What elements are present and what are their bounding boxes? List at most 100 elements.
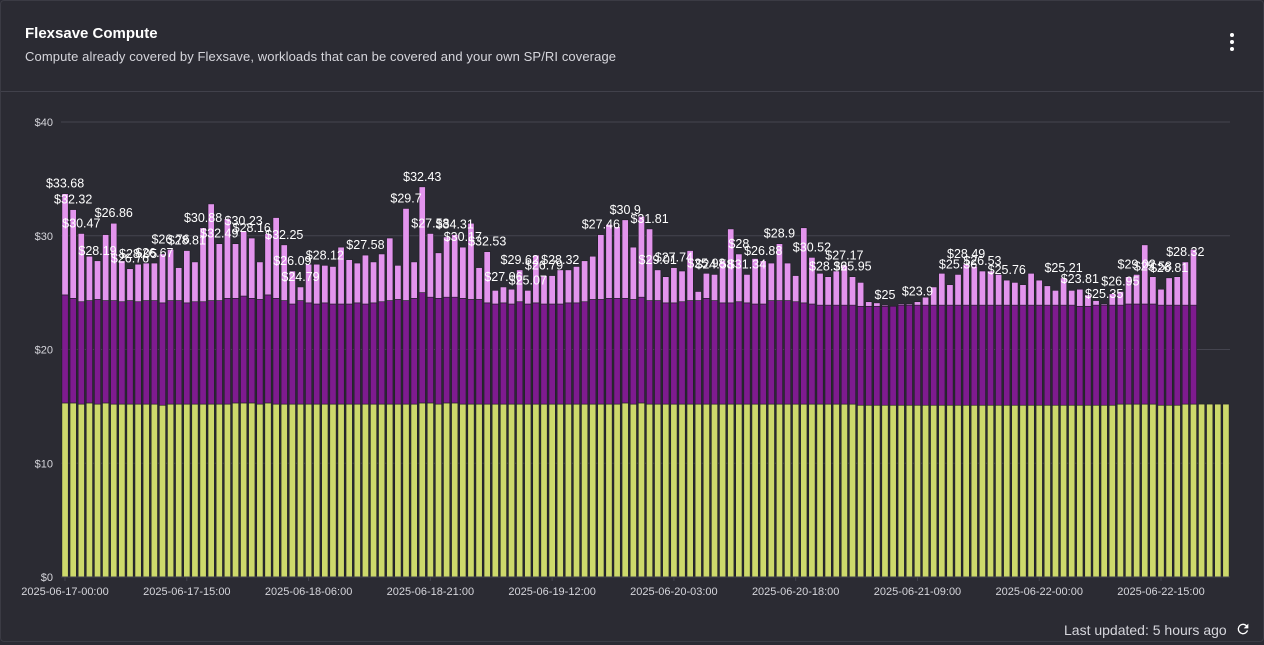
bar-segment [1068,304,1076,406]
bar-segment [410,403,418,578]
data-label: $31.34 [728,257,766,271]
bar-segment [1108,293,1116,306]
bar-segment [418,402,426,578]
bar-segment [459,298,467,405]
bar-segment [897,304,905,406]
bar-segment [280,403,288,578]
bar-segment [313,303,321,405]
bar-segment [475,403,483,578]
bar-segment [1051,404,1059,578]
bar-segment [849,304,856,405]
bar-segment [808,257,816,305]
bar-segment [654,403,662,578]
bar-segment [1190,249,1197,306]
bar-segment [540,303,548,405]
bar-segment [264,402,272,578]
bar-segment [215,403,223,578]
bar-segment [743,274,751,304]
bar-segment [223,403,231,578]
data-label: $30.88 [184,211,222,225]
bar-segment [922,404,930,578]
bar-segment [248,237,256,299]
bar-segment [987,404,994,578]
bar-segment [849,276,856,306]
bar-segment [491,290,499,305]
bar-segment [134,403,142,578]
bar-segment [938,404,946,578]
bar-segment [857,305,865,406]
bar-segment [922,296,930,306]
bar-segment [1084,404,1092,578]
bar-segment [215,243,223,301]
bar-segment [995,304,1003,406]
bar-segment [808,403,816,578]
data-label: $26.53 [963,254,1001,268]
bar-segment [491,403,499,578]
bar-segment [1198,403,1206,578]
more-vert-icon[interactable] [1217,29,1247,55]
bar-segment [605,224,613,299]
bar-segment [483,403,491,578]
bar-segment [613,226,621,299]
data-label: $26.67 [135,246,173,260]
bar-segment [337,303,345,405]
bar-segment [394,403,402,578]
bar-segment [873,305,881,406]
bar-segment [532,302,540,405]
bar-segment [126,300,134,405]
bar-segment [435,403,442,578]
data-label: $30.47 [62,216,100,230]
bar-segment [581,301,589,405]
bar-segment [719,302,727,405]
bar-segment [69,209,77,299]
bar-segment [1043,304,1051,406]
bar-segment [142,300,150,405]
bar-segment [394,299,402,405]
bar-segment [597,403,605,578]
bar-segment [94,260,101,300]
bar-segment [94,403,101,578]
bar-segment [386,237,394,301]
bar-segment [1149,303,1157,405]
bar-segment [77,301,85,405]
x-tick-label: 2025-06-18-21:00 [387,586,474,598]
bar-segment [1035,279,1043,306]
bar-segment [467,403,475,578]
bar-segment [1157,404,1165,578]
bar-segment [800,403,808,578]
bar-segment [1133,403,1141,578]
bar-segment [711,274,718,301]
bar-segment [426,296,434,404]
bar-segment [759,403,767,578]
data-label: $27.46 [582,218,620,232]
bar-segment [1084,305,1092,406]
bar-segment [118,301,126,405]
x-tick-label: 2025-06-22-00:00 [995,586,1082,598]
x-tick-label: 2025-06-20-18:00 [752,586,839,598]
data-label: $27.17 [825,248,863,262]
refresh-icon[interactable] [1235,621,1251,637]
bar-segment [735,253,743,303]
bar-segment [694,300,702,405]
bar-segment [897,404,905,578]
bar-segment [946,304,954,406]
bar-segment [840,265,848,306]
bar-segment [678,301,686,405]
bar-segment [1076,288,1084,307]
bar-segment [118,260,126,303]
bar-segment [816,403,824,578]
bar-segment [1027,304,1035,406]
bar-segment [913,404,921,578]
bar-segment [719,403,727,578]
bar-segment [1116,403,1124,578]
bar-segment [548,275,556,305]
bar-segment [881,404,889,578]
bar-segment [142,262,150,301]
bar-segment [378,253,386,303]
bar-segment [784,262,792,301]
bar-segment [491,303,499,405]
bar-segment [702,272,710,299]
bar-segment [1060,277,1068,306]
bar-segment [670,302,678,405]
bar-segment [361,254,369,305]
